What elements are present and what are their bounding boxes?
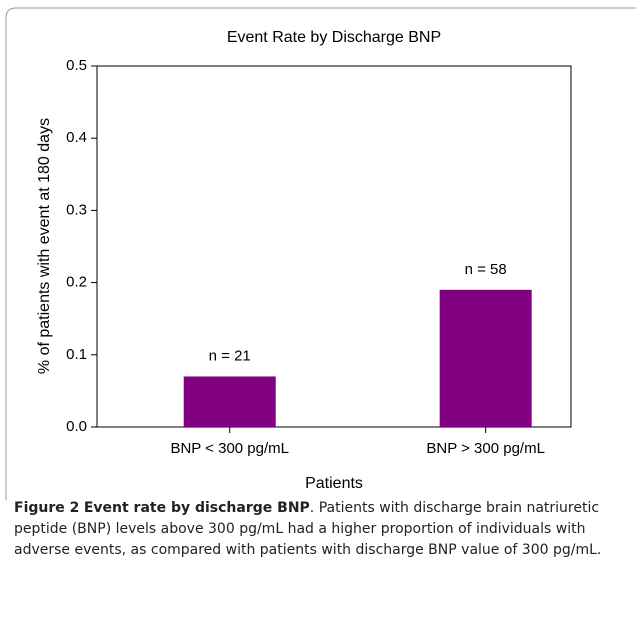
y-tick-label: 0.3 [66,201,87,218]
x-axis-label: Patients [305,475,363,492]
y-tick-label: 0.5 [66,57,87,74]
frame [5,7,636,500]
y-tick-label: 0.0 [66,418,87,435]
y-tick-label: 0.4 [66,129,87,146]
caption-label: Figure 2 [14,500,80,516]
x-tick-label: BNP < 300 pg/mL [170,440,289,457]
chart: Event Rate by Discharge BNP Patients % o… [5,7,636,500]
chart-title: Event Rate by Discharge BNP [227,29,441,46]
plot-frame [96,65,572,428]
y-tick-label: 0.2 [66,274,87,291]
caption: Figure 2 Event rate by discharge BNP. Pa… [14,498,624,561]
annotation: n = 58 [465,261,507,278]
caption-title: Event rate by discharge BNP [83,500,310,516]
annotation: n = 21 [209,347,251,364]
caption-text: . Patients with discharge brain natriure… [14,500,602,558]
x-tick-label: BNP > 300 pg/mL [426,440,545,457]
bar [183,376,276,427]
y-axis-label: % of patients with event at 180 days [36,118,53,374]
y-tick-label: 0.1 [66,346,87,363]
bar [439,289,532,427]
